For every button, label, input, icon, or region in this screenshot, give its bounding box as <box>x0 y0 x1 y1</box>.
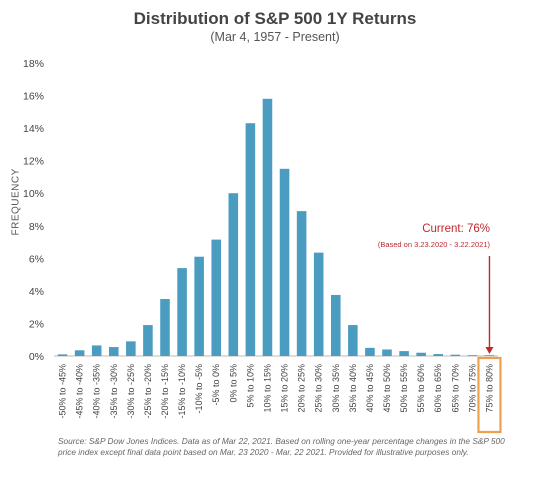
bar <box>126 341 136 356</box>
current-highlight-box <box>477 356 502 434</box>
x-tick-label: 65% to 70% <box>450 364 460 413</box>
current-annotation-title: Current: 76% <box>422 223 490 235</box>
x-tick-label: -25% to -20% <box>143 364 153 419</box>
bar <box>228 193 239 356</box>
y-tick-label: 4% <box>29 286 44 298</box>
bar <box>433 354 444 356</box>
x-tick-label: -20% to -15% <box>160 364 170 419</box>
bar <box>143 325 153 356</box>
x-tick-label: -45% to -40% <box>75 364 85 419</box>
x-tick-label: -15% to -10% <box>177 364 187 419</box>
bar <box>74 350 85 356</box>
x-tick-label: 25% to 30% <box>314 364 324 413</box>
bar <box>211 239 222 356</box>
bar <box>467 355 478 356</box>
chart-subtitle: (Mar 4, 1957 - Present) <box>210 30 340 44</box>
x-tick-label: -40% to -35% <box>92 364 102 419</box>
bar <box>484 355 495 356</box>
bar <box>160 299 170 356</box>
current-arrow-head <box>485 347 494 354</box>
chart-title: Distribution of S&P 500 1Y Returns <box>133 9 417 28</box>
bar <box>91 345 102 356</box>
x-tick-label: 55% to 60% <box>416 364 426 413</box>
x-tick-label: 10% to 15% <box>262 364 272 413</box>
bar <box>348 325 358 356</box>
x-tick-label: -5% to 0% <box>211 364 221 406</box>
bar <box>330 294 341 356</box>
x-tick-label: 40% to 45% <box>365 364 375 413</box>
x-tick-label: 30% to 35% <box>331 364 341 413</box>
x-tick-label: 70% to 75% <box>467 364 477 413</box>
bar <box>177 268 187 356</box>
bar <box>108 347 119 356</box>
x-tick-label: 35% to 40% <box>348 364 358 413</box>
bar <box>262 98 273 357</box>
bar <box>279 168 290 356</box>
y-tick-label: 14% <box>23 123 44 135</box>
x-tick-label: 20% to 25% <box>297 364 307 413</box>
y-tick-label: 8% <box>29 221 44 233</box>
x-tick-label: 75% to 80% <box>484 364 494 413</box>
bar <box>399 351 409 356</box>
x-tick-label: 15% to 20% <box>280 364 290 413</box>
y-tick-label: 12% <box>23 156 44 168</box>
y-tick-label: 2% <box>29 318 44 330</box>
current-annotation-subtitle: (Based on 3.23.2020 - 3.22.2021) <box>377 240 490 249</box>
y-tick-label: 16% <box>23 91 44 103</box>
x-tick-label: -35% to -30% <box>109 364 119 419</box>
x-tick-label: 5% to 10% <box>245 364 255 408</box>
x-tick-label: -50% to -45% <box>58 364 68 419</box>
bar <box>365 347 375 356</box>
x-tick-label: 50% to 55% <box>399 364 409 413</box>
x-tick-label: 60% to 65% <box>433 364 443 413</box>
bar <box>450 354 461 356</box>
bar <box>245 123 256 356</box>
bar <box>313 252 324 356</box>
y-tick-label: 0% <box>29 351 44 363</box>
x-tick-label: -10% to -5% <box>194 364 204 414</box>
bar <box>296 211 307 356</box>
y-tick-label: 6% <box>29 253 44 265</box>
x-tick-label: -30% to -25% <box>126 364 136 419</box>
bar <box>194 256 204 356</box>
x-tick-label: 45% to 50% <box>382 364 392 413</box>
source-note: Source: S&P Dow Jones Indices. Data as o… <box>58 436 505 457</box>
x-tick-label: 0% to 5% <box>228 364 238 403</box>
y-tick-label: 18% <box>23 58 44 70</box>
bar <box>382 349 392 356</box>
bar <box>416 352 426 356</box>
bar <box>57 354 68 356</box>
y-tick-label: 10% <box>23 188 44 200</box>
